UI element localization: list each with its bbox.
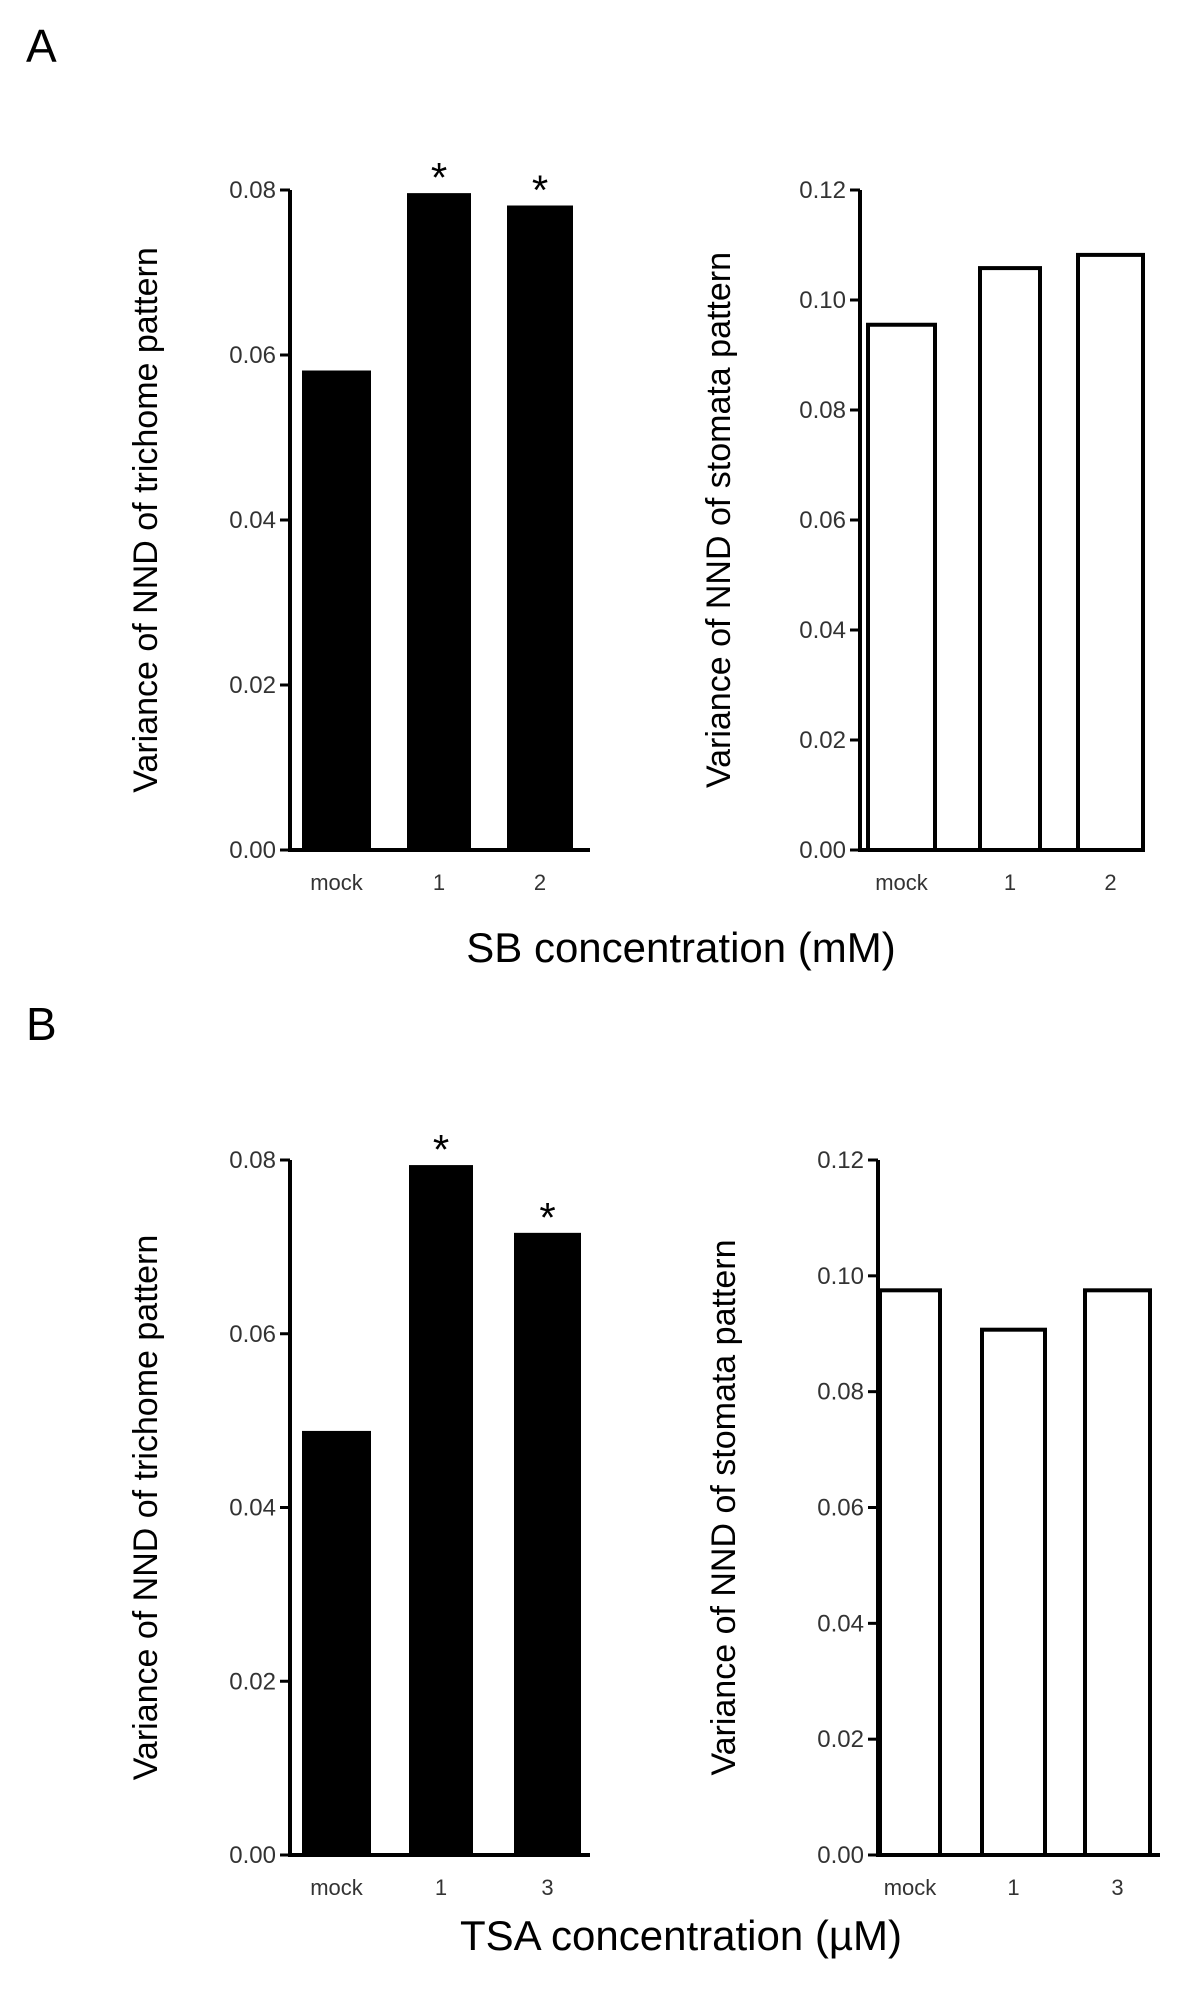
y-tick-label: 0.06: [229, 1321, 276, 1348]
chart-1-1: 0.00 0.02 0.04 0.06 0.08 0.10 0.12 Variance of …: [705, 1147, 1160, 1900]
y-axis-title: Variance of NND of stomata pattern: [705, 1239, 743, 1775]
panel-b-xlabel: TSA concentration (µM): [460, 1912, 902, 1959]
y-tick-label: 0.00: [799, 837, 846, 864]
bar: [1083, 1288, 1152, 1857]
category-label: 1: [433, 870, 445, 895]
significance-star: *: [539, 1194, 555, 1241]
bar: [302, 370, 371, 851]
bar: [302, 1430, 371, 1856]
y-tick-label: 0.06: [799, 507, 846, 534]
bar: [507, 205, 573, 851]
y-tick-label: 0.06: [817, 1495, 864, 1522]
y-axis-title: Variance of NND of trichome pattern: [127, 1235, 165, 1781]
bar: [866, 322, 937, 852]
y-tick-label: 0.10: [817, 1263, 864, 1290]
charts-layer: 0.00 0.02 0.04 0.06 0.08 Variance of NND of t…: [127, 154, 1160, 1900]
category-label: 1: [435, 1875, 447, 1900]
significance-star: *: [431, 154, 447, 201]
y-tick-label: 0.02: [799, 727, 846, 754]
category-label: 1: [1007, 1875, 1019, 1900]
y-tick-label: 0.08: [229, 1147, 276, 1174]
bar: [409, 1165, 473, 1857]
bar: [878, 1288, 942, 1857]
y-tick-label: 0.04: [799, 617, 846, 644]
y-tick-label: 0.00: [817, 1842, 864, 1869]
y-tick-label: 0.12: [817, 1147, 864, 1174]
category-label: mock: [884, 1875, 938, 1900]
bar: [978, 266, 1042, 853]
significance-star: *: [433, 1126, 449, 1173]
y-tick-label: 0.08: [817, 1379, 864, 1406]
bar: [407, 193, 471, 851]
panel-a-xlabel: SB concentration (mM): [466, 924, 895, 971]
y-tick-label: 0.04: [229, 507, 276, 534]
y-tick-label: 0.00: [229, 1842, 276, 1869]
category-label: 2: [534, 870, 546, 895]
y-tick-label: 0.06: [229, 342, 276, 369]
panel-b-letter: B: [26, 998, 57, 1050]
y-axis-title: Variance of NND of stomata pattern: [700, 252, 738, 788]
y-tick-label: 0.02: [817, 1726, 864, 1753]
y-tick-label: 0.02: [229, 1668, 276, 1695]
y-axis-title: Variance of NND of trichome pattern: [127, 247, 165, 793]
bar: [514, 1232, 581, 1856]
category-label: 3: [541, 1875, 553, 1900]
bar: [1076, 252, 1145, 852]
y-tick-label: 0.04: [817, 1610, 864, 1637]
chart-0-0: 0.00 0.02 0.04 0.06 0.08 Variance of NND of t…: [127, 154, 590, 895]
panel-a-letter: A: [26, 20, 57, 72]
bar: [980, 1327, 1047, 1857]
category-label: 2: [1104, 870, 1116, 895]
y-tick-label: 0.10: [799, 287, 846, 314]
category-label: mock: [310, 870, 364, 895]
y-tick-label: 0.08: [229, 177, 276, 204]
chart-1-0: 0.00 0.02 0.04 0.06 0.08 Variance of NND of t…: [127, 1126, 590, 1900]
category-label: 1: [1004, 870, 1016, 895]
category-label: mock: [875, 870, 929, 895]
y-tick-label: 0.12: [799, 177, 846, 204]
significance-star: *: [532, 167, 548, 214]
y-tick-label: 0.02: [229, 672, 276, 699]
category-label: 3: [1111, 1875, 1123, 1900]
y-tick-label: 0.04: [229, 1495, 276, 1522]
y-tick-label: 0.08: [799, 397, 846, 424]
chart-0-1: 0.00 0.02 0.04 0.06 0.08 0.10 0.12 Variance of …: [700, 177, 1145, 895]
category-label: mock: [310, 1875, 364, 1900]
y-tick-label: 0.00: [229, 837, 276, 864]
